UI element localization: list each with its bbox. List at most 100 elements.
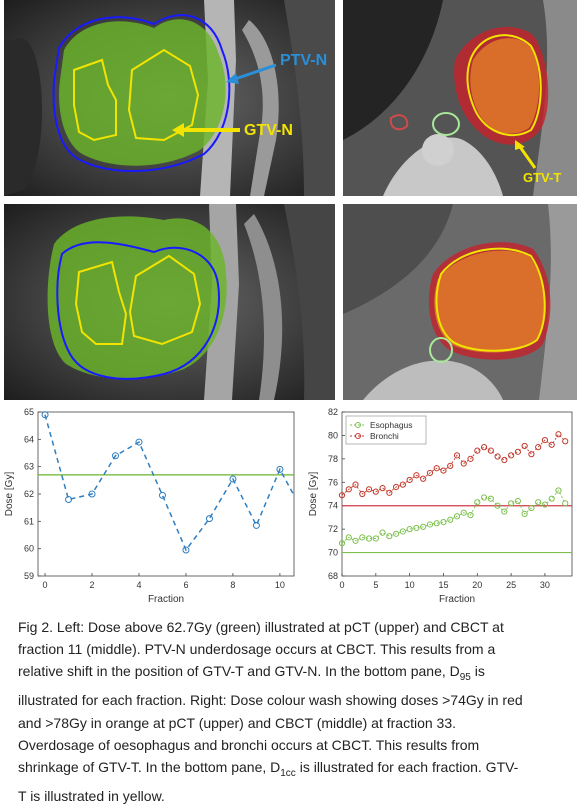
x-tick-label: 6 — [183, 580, 188, 590]
y-tick-label: 59 — [24, 571, 34, 581]
data-point — [474, 447, 481, 454]
data-point — [562, 438, 569, 445]
data-point — [406, 526, 413, 533]
caption-line: shrinkage of GTV-T. In the bottom pane, … — [18, 759, 519, 779]
x-tick-label: 10 — [275, 580, 285, 590]
data-point — [433, 520, 440, 527]
caption-line: relative shift in the position of GTV-T … — [18, 663, 485, 684]
ct-cbct-lung-panel — [343, 204, 577, 400]
ptv-n-label: PTV-N — [280, 52, 328, 69]
data-point — [426, 469, 434, 477]
gtv-t-contour — [466, 34, 542, 137]
data-point — [182, 546, 190, 554]
x-tick-label: 15 — [438, 580, 448, 590]
data-point — [41, 411, 49, 419]
y-tick-label: 61 — [24, 516, 34, 526]
data-point — [379, 485, 386, 492]
data-point — [426, 521, 434, 528]
data-point — [135, 438, 143, 446]
data-point — [514, 448, 521, 455]
dose-orange-region — [434, 250, 545, 353]
y-tick-label: 63 — [24, 462, 34, 472]
data-point — [555, 431, 562, 438]
y-tick-label: 68 — [328, 571, 338, 581]
gtv-n-label: GTV-N — [244, 122, 293, 139]
y-tick-label: 65 — [24, 407, 34, 417]
data-point — [352, 537, 359, 544]
ct-cbct-mediastinum-panel — [4, 204, 335, 400]
gtv-t-label: GTV-T — [523, 170, 562, 185]
data-point — [365, 535, 373, 542]
x-tick-label: 5 — [373, 580, 378, 590]
gtv-n-contour-left — [73, 58, 117, 142]
data-point — [338, 540, 346, 547]
data-point — [440, 467, 447, 474]
data-point — [555, 487, 562, 494]
data-point — [541, 501, 549, 508]
data-point — [487, 495, 494, 502]
x-tick-label: 8 — [230, 580, 235, 590]
series-line — [44, 414, 295, 552]
x-tick-label: 4 — [136, 580, 141, 590]
data-point — [88, 490, 96, 498]
data-point — [453, 513, 461, 520]
dose-green-region — [47, 216, 227, 380]
data-point — [413, 472, 420, 479]
data-point — [379, 529, 386, 536]
data-point — [229, 475, 237, 483]
data-point — [467, 455, 474, 462]
data-point — [399, 481, 406, 488]
subscript: 95 — [459, 672, 471, 684]
legend-label: Bronchi — [370, 431, 399, 441]
data-point — [420, 475, 427, 482]
y-tick-label: 82 — [328, 407, 338, 417]
gtv-n-contour-right — [127, 48, 200, 142]
data-point — [386, 533, 393, 540]
x-tick-label: 0 — [339, 580, 344, 590]
data-point — [535, 444, 542, 451]
data-point — [252, 521, 260, 529]
data-point — [514, 497, 521, 505]
legend-marker — [355, 433, 361, 439]
data-point — [480, 444, 488, 451]
data-point — [386, 489, 393, 496]
data-point — [460, 509, 467, 516]
data-point — [420, 523, 427, 530]
dose-orange-region — [470, 38, 540, 134]
y-axis-label: Dose [Gy] — [4, 472, 15, 517]
data-point — [453, 452, 461, 459]
data-point — [521, 442, 528, 450]
data-point — [460, 460, 467, 467]
data-point — [494, 502, 501, 509]
data-point — [480, 494, 488, 501]
gtv-n-contour-left — [74, 260, 128, 345]
data-point — [528, 451, 535, 458]
y-tick-label: 60 — [24, 544, 34, 554]
esophagus-contour — [432, 112, 460, 136]
ptv-n-contour — [56, 241, 220, 380]
x-tick-label: 0 — [43, 580, 48, 590]
data-point — [345, 534, 352, 541]
data-point — [447, 462, 454, 469]
data-point — [548, 441, 555, 448]
plot-frame — [37, 411, 295, 577]
caption-line: illustrated for each fraction. Right: Do… — [18, 692, 523, 709]
data-point — [440, 519, 447, 526]
gtv-t-contour — [435, 247, 546, 352]
x-tick-label: 10 — [405, 580, 415, 590]
caption-line: Fig 2. Left: Dose above 62.7Gy (green) i… — [18, 619, 504, 635]
y-tick-label: 72 — [328, 524, 338, 534]
dose-green-region — [59, 19, 226, 166]
y-tick-label: 62 — [24, 489, 34, 499]
data-point — [65, 495, 73, 503]
series-line — [341, 489, 566, 544]
data-point — [501, 456, 508, 464]
data-point — [528, 504, 535, 512]
data-point — [433, 465, 440, 472]
caption-line: T is illustrated in yellow. — [18, 788, 165, 805]
data-point — [494, 453, 501, 460]
x-axis-label: Fraction — [148, 594, 184, 605]
legend-marker — [355, 422, 361, 428]
y-tick-label: 76 — [328, 477, 338, 487]
data-point — [365, 486, 373, 493]
